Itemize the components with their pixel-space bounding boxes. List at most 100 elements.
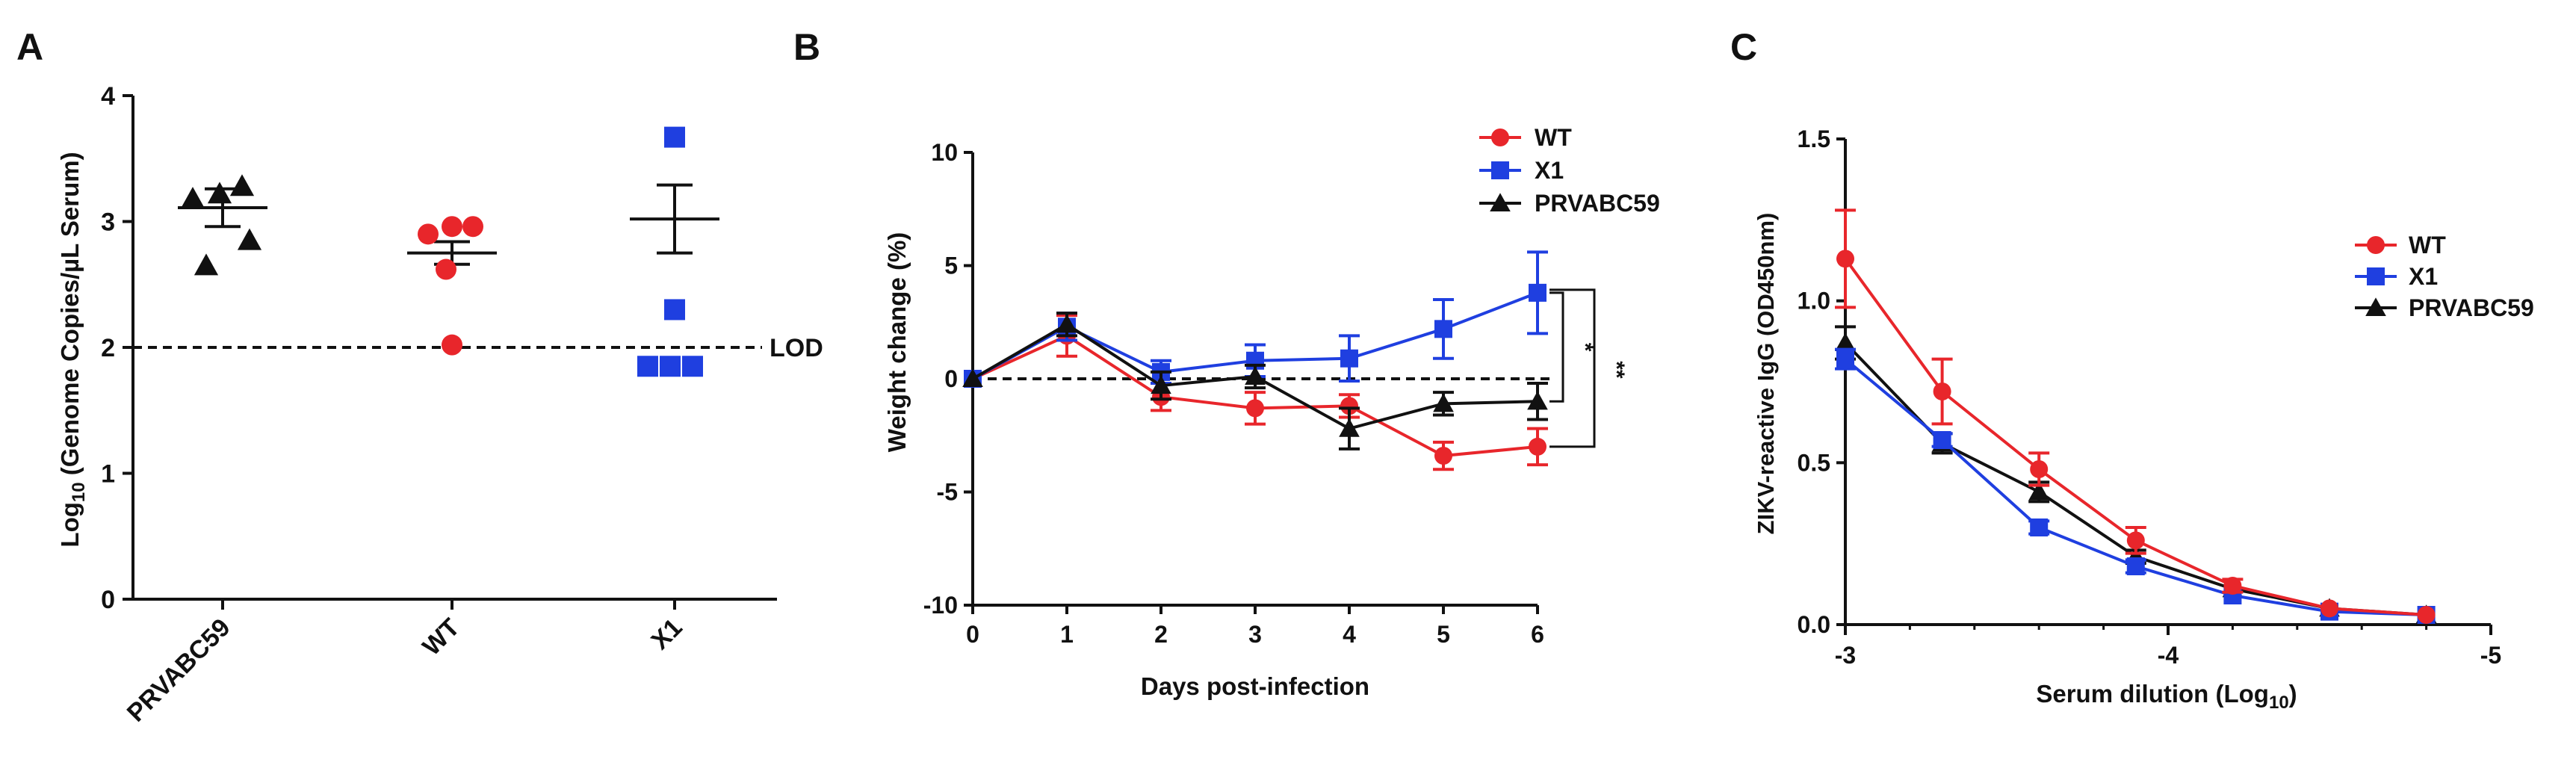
panel-c-point xyxy=(1835,332,1856,352)
panel-a-point xyxy=(207,182,232,204)
panel-c-series-prvabc59 xyxy=(1835,325,2437,624)
panel-c-point xyxy=(2030,460,2049,478)
panel-a-x-tick-label: WT xyxy=(417,613,465,661)
panel-a-y-tick-label: 4 xyxy=(101,82,115,111)
panel-b-significance-bracket xyxy=(1549,288,1596,448)
panel-b-x-tick-label: 6 xyxy=(1531,621,1544,648)
panel-b-point xyxy=(1529,283,1546,302)
panel-a-point xyxy=(462,216,483,238)
panel-a-point xyxy=(180,187,205,209)
panel-b-series-wt xyxy=(964,314,1548,471)
panel-b-y-tick-label: 10 xyxy=(931,139,958,166)
panel-b-legend-label: X1 xyxy=(1535,157,1564,184)
panel-a-point xyxy=(442,334,462,356)
panel-a-point xyxy=(193,253,219,276)
panel-c-y-axis-title: ZIKV-reactive IgG (OD450nm) xyxy=(1753,213,1779,535)
panel-c-x-tick-label: -3 xyxy=(1835,642,1856,669)
panel-b-y-tick-label: 0 xyxy=(944,365,958,392)
panel-b-point xyxy=(1056,314,1077,333)
panel-b-point xyxy=(962,368,983,388)
panel-a-point xyxy=(229,174,255,196)
panel-b-legend-marker xyxy=(1491,161,1509,179)
panel-a-point xyxy=(237,228,262,250)
panel-b-y-tick-label: -10 xyxy=(923,592,958,619)
panel-c-point xyxy=(1836,250,1854,268)
panel-b-point xyxy=(1151,375,1171,394)
panel-b-point xyxy=(1246,399,1264,418)
panel-b-legend-label: PRVABC59 xyxy=(1535,190,1660,217)
panel-a-x-tick-label: X1 xyxy=(645,613,687,655)
panel-c-x-tick-label: -4 xyxy=(2158,642,2179,669)
panel-a-point xyxy=(660,356,681,377)
panel-a-point xyxy=(682,356,703,377)
panel-a-point xyxy=(664,299,685,321)
panel-c-point xyxy=(2030,518,2049,536)
panel-c-point xyxy=(2126,531,2145,550)
panel-letter-c: C xyxy=(1730,26,1757,68)
panel-b-significance-bracket xyxy=(1549,291,1564,403)
panel-b-point xyxy=(1529,437,1546,456)
panel-b-point xyxy=(1527,391,1548,410)
panel-c-x-tick-label: -5 xyxy=(2480,642,2501,669)
panel-b-x-tick-label: 5 xyxy=(1437,621,1450,648)
panel-a-point xyxy=(664,126,685,148)
panel-c-point xyxy=(1933,431,1951,449)
panel-c-point xyxy=(2126,557,2145,575)
panel-c-series-wt xyxy=(1835,208,2436,624)
panel-b-legend-marker xyxy=(1490,193,1511,212)
panel-c-legend-label: X1 xyxy=(2409,263,2438,290)
panel-a-point xyxy=(637,356,658,377)
panel-b-significance-label: ** xyxy=(1604,361,1629,379)
panel-c-y-tick-label: 1.0 xyxy=(1798,288,1830,315)
panel-c-legend-marker xyxy=(2367,236,2385,254)
panel-a-point xyxy=(442,216,462,238)
panel-b-series-prvabc59 xyxy=(962,312,1548,451)
panel-b-point xyxy=(1340,397,1358,415)
panel-c-point xyxy=(2028,481,2049,501)
panel-a-x-tick-label: PRVABC59 xyxy=(122,613,236,728)
panel-b-point xyxy=(1245,366,1266,386)
panel-a-y-axis-title: Log10 (Genome Copies/µL Serum) xyxy=(56,152,89,547)
panel-a-y-tick-label: 0 xyxy=(101,586,115,614)
panel-a-y-tick-label: 3 xyxy=(101,208,115,237)
panel-b-x-tick-label: 0 xyxy=(966,621,979,648)
panel-letter-b: B xyxy=(793,26,820,68)
panel-c-series-line xyxy=(1844,358,2427,616)
panel-b-y-tick-label: -5 xyxy=(937,479,958,506)
panel-b-point xyxy=(1433,393,1454,412)
panel-c-legend-label: WT xyxy=(2409,232,2446,259)
panel-c-point xyxy=(2417,606,2436,624)
panel-a-point xyxy=(418,223,439,245)
panel-c-plot: 0.0 0.5 1.0 1.5 -3 -4 -5 WT X1 PRVABC59 xyxy=(1798,126,2534,669)
panel-letter-a: A xyxy=(16,26,43,68)
panel-a-lod-label: LOD xyxy=(770,334,823,362)
panel-b-x-axis-title: Days post-infection xyxy=(1141,672,1369,700)
panel-c-point xyxy=(1933,383,1951,400)
panel-c-series-x1 xyxy=(1835,347,2436,624)
panel-b-x-tick-label: 1 xyxy=(1060,621,1074,648)
panel-c-legend-marker xyxy=(2367,267,2385,285)
panel-c-point xyxy=(2320,599,2338,618)
panel-c-point xyxy=(1836,350,1854,368)
panel-c-legend-label: PRVABC59 xyxy=(2409,294,2534,321)
panel-b-y-tick-label: 5 xyxy=(944,253,958,279)
panel-c-y-tick-label: 0.5 xyxy=(1798,449,1830,476)
panel-b-point xyxy=(1340,349,1358,368)
panel-a-point xyxy=(436,259,456,280)
panel-c-y-tick-label: 1.5 xyxy=(1798,126,1830,152)
panel-b-x-tick-label: 3 xyxy=(1248,621,1262,648)
panel-a-y-tick-label: 2 xyxy=(101,334,115,362)
panel-c-y-tick-label: 0.0 xyxy=(1798,611,1830,638)
panel-c-x-axis-title: Serum dilution (Log10) xyxy=(2036,680,2297,713)
panel-b-point xyxy=(1434,447,1452,465)
panel-b-point xyxy=(1434,320,1452,338)
panel-a-plot: 0 1 2 3 4 PRVABC59 WT X1 LOD xyxy=(101,82,823,728)
panel-b-y-axis-title: Weight change (%) xyxy=(883,232,911,453)
panel-b-x-tick-label: 2 xyxy=(1154,621,1168,648)
panel-b-legend-label: WT xyxy=(1535,124,1572,151)
panel-c-point xyxy=(2223,577,2242,595)
panel-a-y-tick-label: 1 xyxy=(101,460,115,489)
panel-b-legend-marker xyxy=(1491,129,1509,146)
